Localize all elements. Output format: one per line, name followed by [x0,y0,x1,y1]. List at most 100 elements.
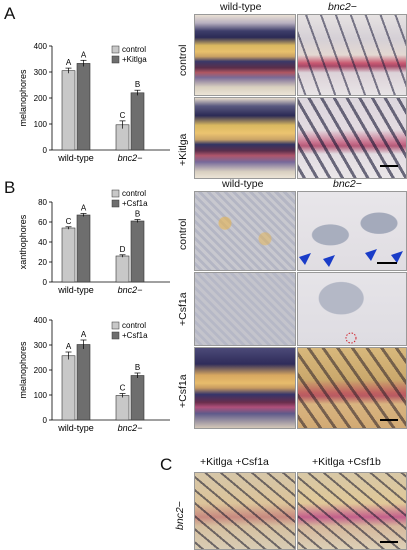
bar [61,70,76,151]
significance-letter: B [135,210,140,219]
legend-swatch [111,321,120,330]
legend-swatch [111,45,120,54]
bar [115,395,130,421]
significance-letter: B [135,80,140,89]
y-tick-label: 20 [38,258,47,267]
b-rowlabel-control: control [177,218,189,250]
x-category-label: wild-type [57,285,94,295]
b-rowlabel-csf1a-2: +Csf1a [177,374,189,408]
panel-letter-a: A [4,4,16,23]
legend-swatch [111,199,120,208]
y-tick-label: 300 [34,341,48,350]
legend-swatch [111,331,120,340]
a-title-mutant: bnc2− [328,1,357,13]
y-axis-label: melanophores [18,341,28,399]
legend-label: +Csf1a [122,199,148,208]
c-title-left: +Kitlga +Csf1a [200,456,269,468]
photo-a-mut-control [297,14,407,96]
photo-b-wt-csf1a [194,272,296,346]
bar [61,227,76,283]
bar [130,375,145,421]
y-axis-label: xanthophores [18,214,28,269]
y-tick-label: 0 [43,416,48,425]
b-title-mutant: bnc2− [333,178,362,190]
x-category-label: bnc2− [118,423,143,433]
significance-letter: A [66,342,72,351]
panel-letter-b: B [4,178,16,197]
bar [76,214,91,283]
legend-label: +Csf1a [122,331,148,340]
photo-a-wt-kitlga [194,97,296,179]
bar [76,63,91,151]
bar [130,92,145,151]
b-red-circle [345,332,357,344]
y-tick-label: 40 [38,238,47,247]
y-tick-label: 400 [34,316,48,325]
a-rowlabel-control: control [177,44,189,76]
significance-letter: A [81,204,87,213]
b-rowlabel-csf1a: +Csf1a [177,292,189,326]
y-tick-label: 0 [43,146,48,155]
a-title-wild-type: wild-type [220,1,262,13]
photo-b-mut-control [297,191,407,271]
bar [76,344,91,421]
y-tick-label: 200 [34,366,48,375]
significance-letter: A [81,330,87,339]
x-category-label: bnc2− [118,153,143,163]
c-scale-bar [380,541,398,543]
y-tick-label: 80 [38,198,47,207]
c-title-right: +Kitlga +Csf1b [312,456,381,468]
legend-swatch [111,55,120,64]
y-tick-label: 60 [38,218,47,227]
blue-arrowhead-icon [299,253,311,265]
photo-c-kitlga-csf1b [297,472,407,550]
bar [130,220,145,283]
y-axis-label: melanophores [18,69,28,127]
b-arrowheads [299,249,403,267]
y-tick-label: 0 [43,278,48,287]
a-rowlabel-kitlga: +Kitlga [177,133,189,166]
photo-c-kitlga-csf1a [194,472,296,550]
b-scale-bar [380,419,398,421]
y-tick-label: 100 [34,391,48,400]
photo-b-mut-csf1a [297,272,407,346]
y-tick-label: 200 [34,94,48,103]
red-dotted-circle-icon [345,332,357,344]
photo-b-wt-control [194,191,296,271]
legend-label: +Kitlga [122,55,147,64]
legend-label: control [122,189,146,198]
photo-b-mut-csf1a-2 [297,347,407,429]
a-scale-bar [380,165,398,167]
legend-swatch [111,189,120,198]
photo-a-wt-control [194,14,296,96]
b-title-wild-type: wild-type [222,178,264,190]
x-category-label: wild-type [57,423,94,433]
significance-letter: C [66,217,72,226]
significance-letter: C [120,384,126,393]
blue-arrowhead-icon [365,249,377,261]
significance-letter: D [120,245,126,254]
photo-a-mut-kitlga [297,97,407,179]
x-category-label: wild-type [57,153,94,163]
bar [61,355,76,421]
y-tick-label: 400 [34,42,48,51]
x-category-label: bnc2− [118,285,143,295]
significance-letter: C [120,111,126,120]
legend-label: control [122,321,146,330]
blue-arrowhead-icon [391,251,403,263]
y-tick-label: 100 [34,120,48,129]
photo-b-wt-csf1a-2 [194,347,296,429]
blue-arrowhead-icon [323,255,335,267]
panel-letter-c: C [160,455,173,474]
significance-letter: A [66,58,72,67]
y-tick-label: 300 [34,68,48,77]
legend-label: control [122,45,146,54]
c-rowlabel-mutant: bnc2− [174,501,186,530]
significance-letter: A [81,50,87,59]
